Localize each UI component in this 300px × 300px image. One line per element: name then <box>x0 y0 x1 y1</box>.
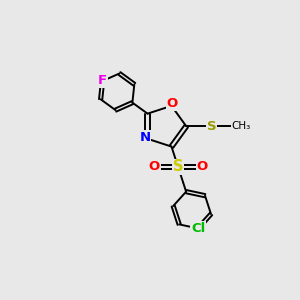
Text: F: F <box>98 74 107 88</box>
Text: O: O <box>167 97 178 110</box>
Text: S: S <box>207 120 216 133</box>
Text: O: O <box>149 160 160 172</box>
Text: S: S <box>173 159 183 174</box>
Text: O: O <box>196 160 208 172</box>
Text: N: N <box>140 131 151 144</box>
Text: CH₃: CH₃ <box>232 121 251 131</box>
Text: Cl: Cl <box>191 222 205 235</box>
